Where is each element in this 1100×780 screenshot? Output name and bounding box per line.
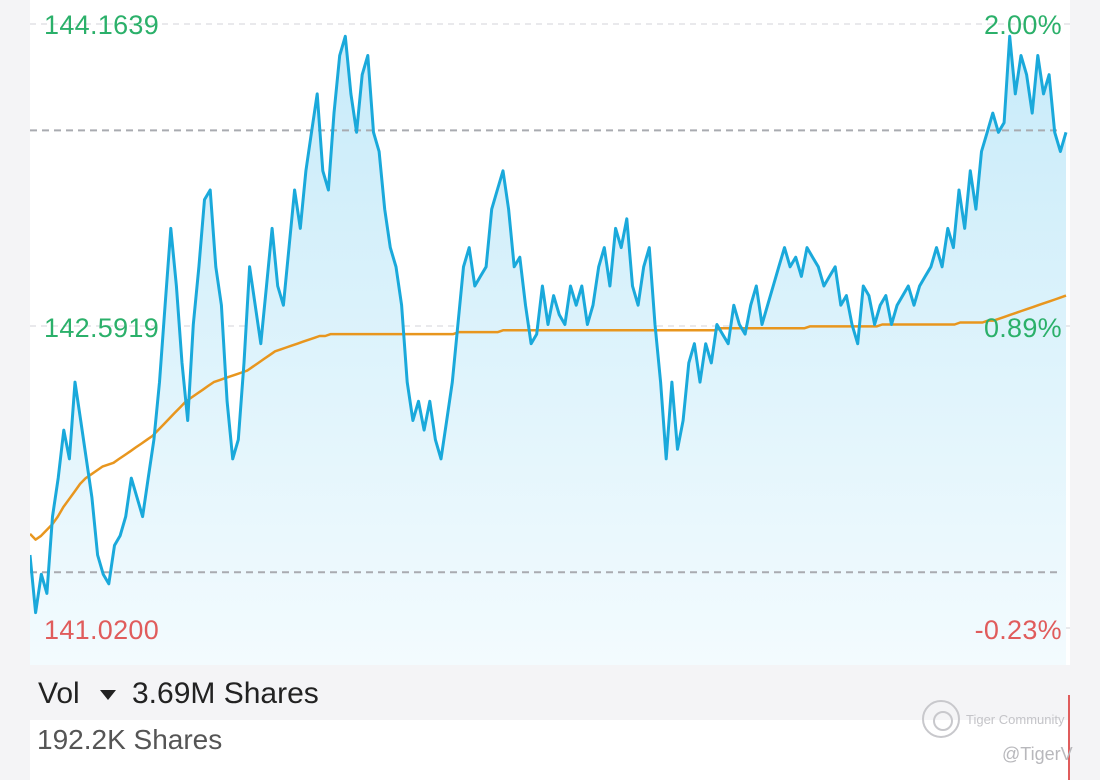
price-line: [30, 34, 1068, 615]
intraday-chart[interactable]: 144.1639 142.5919 141.0200 2.00% 0.89% -…: [30, 0, 1070, 665]
price-label-mid: 142.5919: [44, 313, 160, 343]
watermark-handle: @TigerV: [1002, 744, 1073, 764]
volume-label: Vol: [38, 677, 80, 710]
pct-label-mid: 0.89%: [983, 313, 1062, 343]
caret-down-icon[interactable]: [100, 690, 116, 700]
pct-label-max: 2.00%: [983, 10, 1062, 40]
chart-canvas[interactable]: [30, 0, 1070, 665]
price-label-min: 141.0200: [44, 615, 160, 645]
watermark-community: Tiger Community: [966, 712, 1065, 727]
pct-label-min: -0.23%: [974, 615, 1062, 645]
volume-bar-marker: [1068, 695, 1070, 780]
volume-header[interactable]: Vol 3.69M Shares: [30, 665, 1070, 720]
volume-total: 3.69M Shares: [132, 677, 319, 710]
average-price-line: [30, 294, 1067, 541]
watermark: Tiger Community @TigerV: [920, 700, 1090, 780]
volume-max-label: 192.2K Shares: [37, 724, 223, 755]
price-area-fill: [30, 36, 1066, 665]
tiger-logo-icon: [922, 700, 960, 738]
price-label-max: 144.1639: [44, 10, 160, 40]
volume-panel: 192.2K Shares: [30, 720, 1070, 780]
